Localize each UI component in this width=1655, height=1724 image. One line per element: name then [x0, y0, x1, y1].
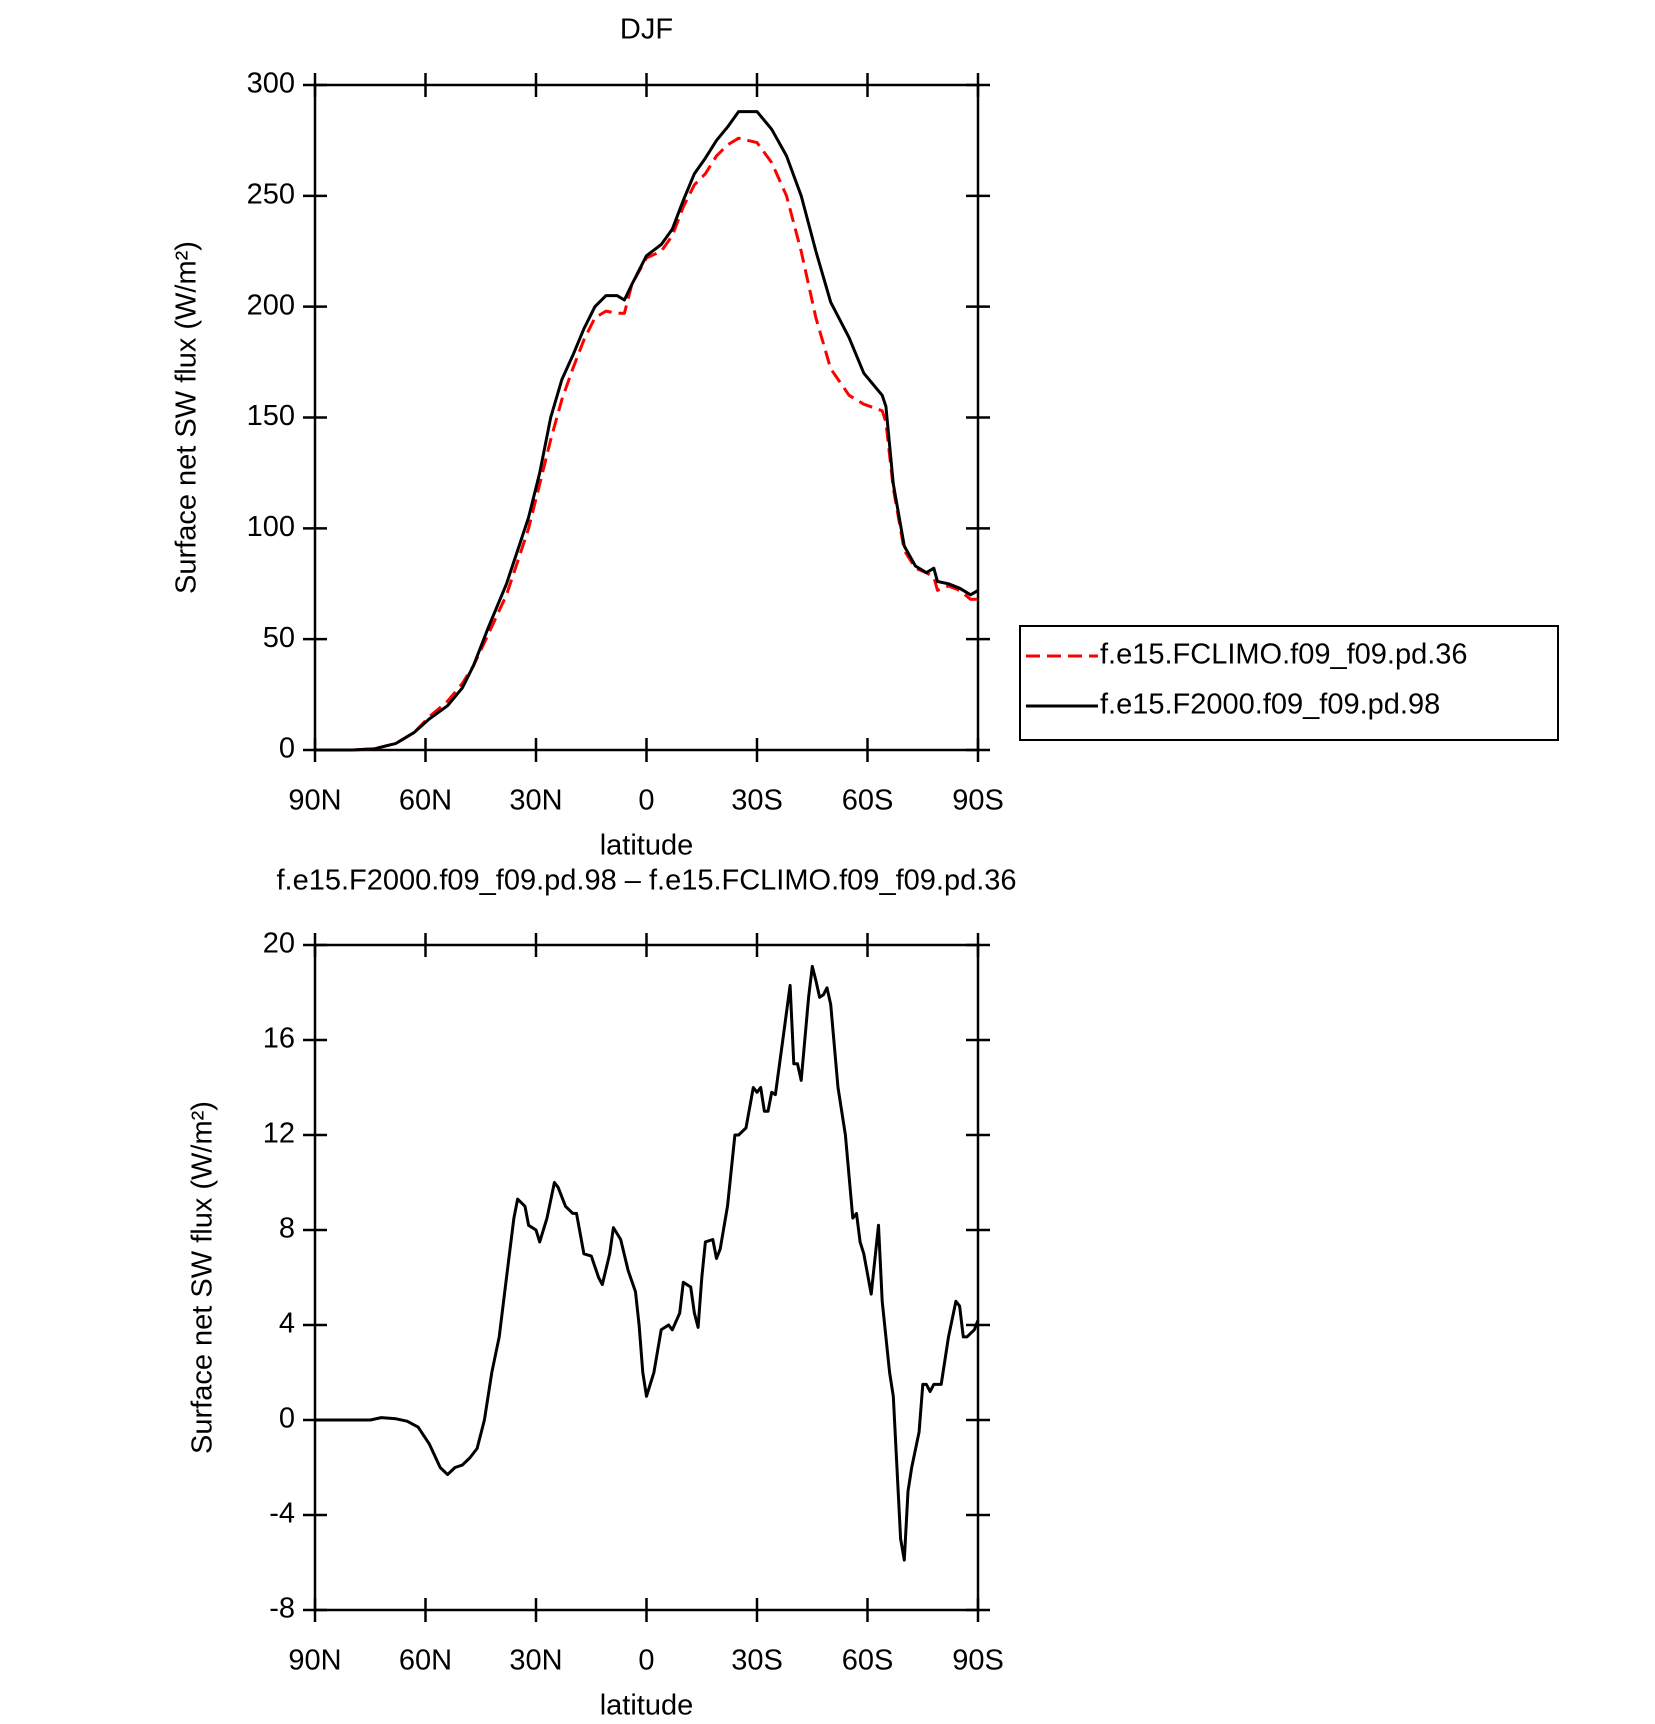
- y-tick-label: 200: [247, 289, 295, 321]
- y-axis-label: Surface net SW flux (W/m²): [187, 1101, 219, 1454]
- x-tick-label: 30S: [731, 1645, 783, 1677]
- series-line: [315, 964, 980, 1562]
- y-axis-label: Surface net SW flux (W/m²): [171, 241, 203, 594]
- y-tick-label: 4: [279, 1308, 295, 1340]
- x-tick-label: 0: [638, 1645, 654, 1677]
- x-tick-label: 60N: [399, 785, 452, 817]
- x-tick-label: 90S: [952, 785, 1004, 817]
- y-tick-label: 0: [279, 1403, 295, 1435]
- chart-title: f.e15.F2000.f09_f09.pd.98 – f.e15.FCLIMO…: [276, 865, 1016, 897]
- series-line: [315, 110, 979, 752]
- x-tick-label: 90S: [952, 1645, 1004, 1677]
- y-tick-label: 20: [263, 928, 295, 960]
- x-tick-label: 30N: [509, 1645, 562, 1677]
- series-line: [315, 136, 978, 752]
- y-tick-label: 16: [263, 1023, 295, 1055]
- y-tick-label: -8: [269, 1593, 295, 1625]
- x-tick-label: 30N: [509, 785, 562, 817]
- x-tick-label: 90N: [288, 785, 341, 817]
- y-tick-label: 150: [247, 400, 295, 432]
- chart-title: DJF: [620, 14, 673, 46]
- y-tick-label: 100: [247, 511, 295, 543]
- y-tick-label: 300: [247, 68, 295, 100]
- x-tick-label: 60N: [399, 1645, 452, 1677]
- plot-frame: [313, 943, 980, 1612]
- y-tick-label: 250: [247, 178, 295, 210]
- y-tick-label: 0: [279, 733, 295, 765]
- plot-frame: [313, 83, 980, 752]
- x-tick-label: 0: [638, 785, 654, 817]
- x-tick-label: 60S: [842, 785, 894, 817]
- x-tick-label: 60S: [842, 1645, 894, 1677]
- legend-box: [1019, 625, 1559, 741]
- y-tick-label: 8: [279, 1213, 295, 1245]
- y-tick-label: 12: [263, 1118, 295, 1150]
- legend-label: f.e15.FCLIMO.f09_f09.pd.36: [1100, 639, 1468, 671]
- x-axis-label: latitude: [600, 1690, 694, 1719]
- x-tick-label: 90N: [288, 1645, 341, 1677]
- y-tick-label: -4: [269, 1498, 295, 1530]
- y-tick-label: 50: [263, 622, 295, 654]
- x-axis-label: latitude: [600, 830, 694, 862]
- legend-label: f.e15.F2000.f09_f09.pd.98: [1100, 689, 1440, 721]
- x-tick-label: 30S: [731, 785, 783, 817]
